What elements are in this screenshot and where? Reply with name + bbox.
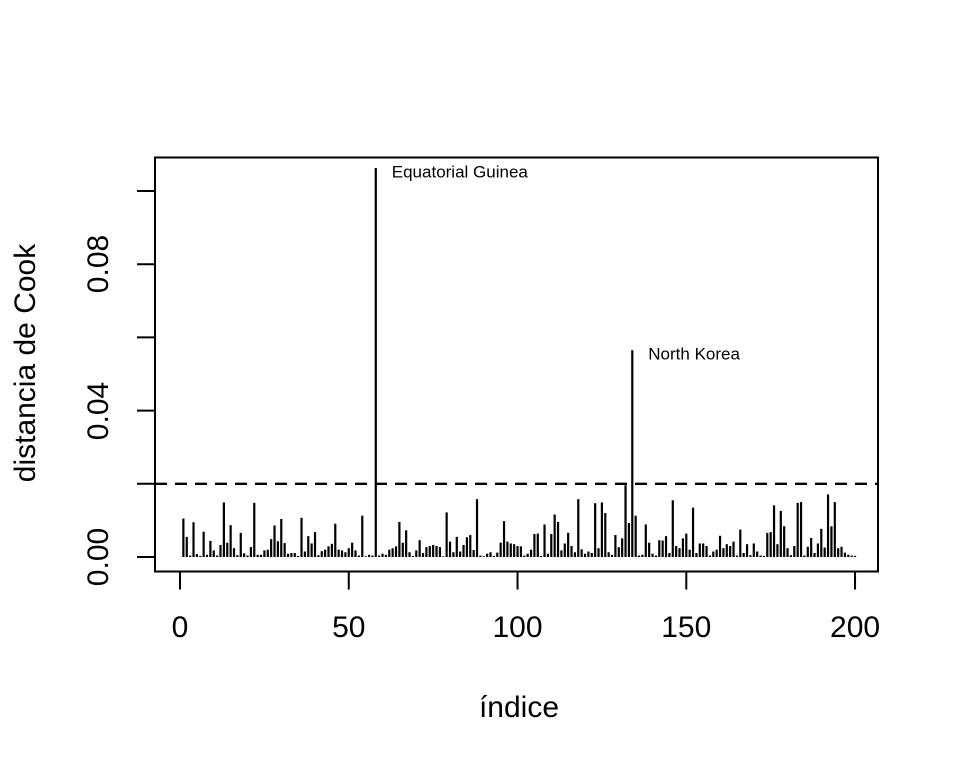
plot-box bbox=[154, 156, 879, 573]
y-tick-label: 0.04 bbox=[82, 381, 115, 440]
x-tick-label: 100 bbox=[492, 611, 543, 644]
x-tick-label: 150 bbox=[661, 611, 712, 644]
x-axis-title: índice bbox=[478, 691, 560, 724]
x-tick-label: 200 bbox=[830, 611, 881, 644]
annotation-label: North Korea bbox=[648, 344, 740, 364]
y-tick-label: 0.00 bbox=[82, 527, 115, 587]
x-tick-label: 50 bbox=[332, 611, 366, 644]
annotation-label: Equatorial Guinea bbox=[391, 162, 528, 182]
y-axis-title: distancia de Cook bbox=[9, 243, 42, 483]
y-tick-label: 0.08 bbox=[82, 235, 115, 294]
x-tick-label: 0 bbox=[171, 611, 189, 644]
